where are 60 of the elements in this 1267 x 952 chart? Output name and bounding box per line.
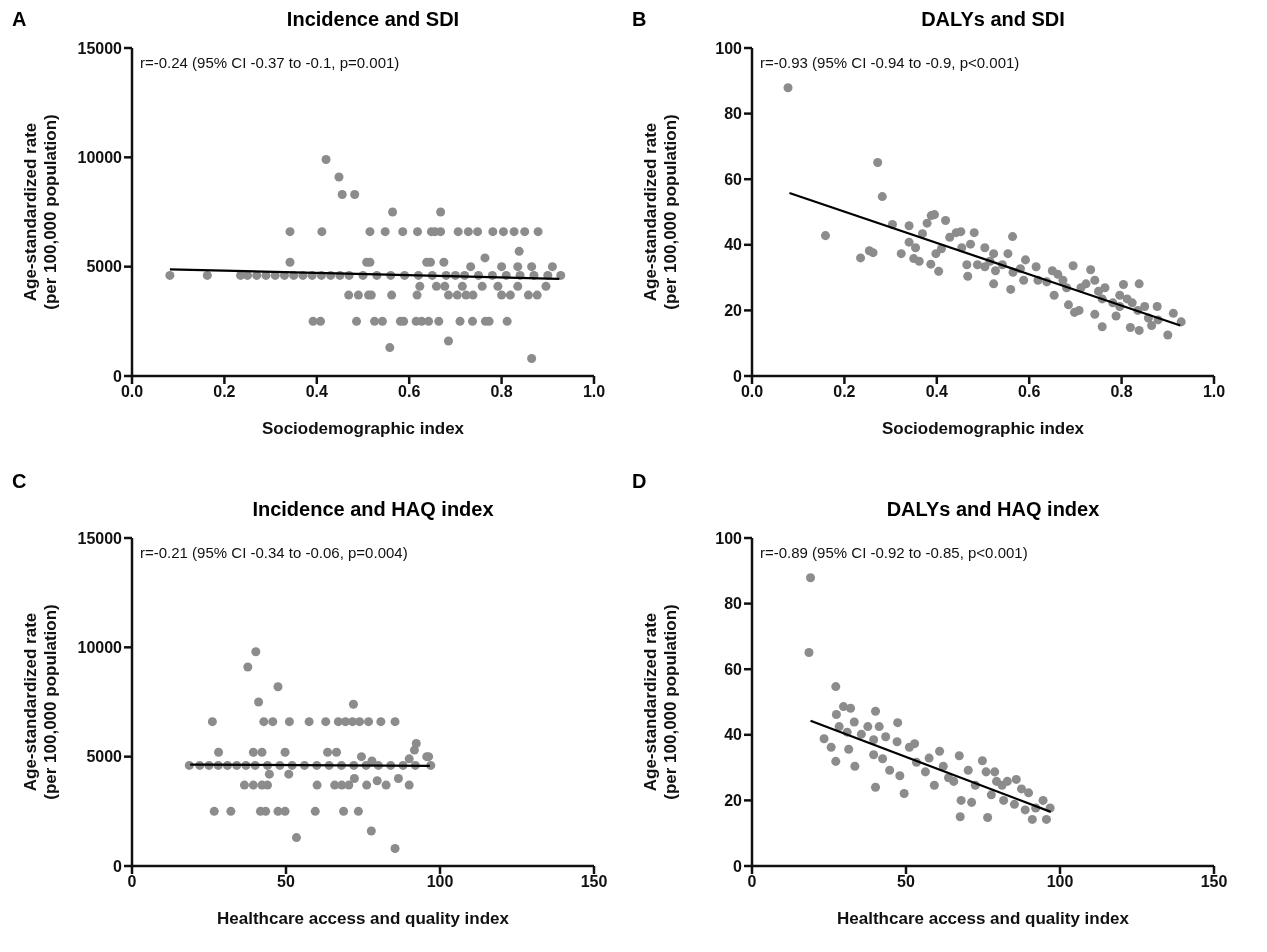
annotation: r=-0.93 (95% CI -0.94 to -0.9, p<0.001) <box>760 54 1020 71</box>
x-axis-title: Healthcare access and quality index <box>837 909 1130 928</box>
y-tick-label: 40 <box>724 726 743 744</box>
y-tick-label: 60 <box>724 660 743 678</box>
x-tick-label: 0 <box>747 873 757 891</box>
y-tick-label: 0 <box>733 857 743 875</box>
y-tick-label: 20 <box>724 792 743 810</box>
x-tick-label: 50 <box>897 873 915 891</box>
y-tick-label: 20 <box>724 302 743 320</box>
chart-title: DALYs and HAQ index <box>886 498 1100 520</box>
annotation: r=-0.89 (95% CI -0.92 to -0.85, p<0.001) <box>760 544 1028 561</box>
y-tick-label: 80 <box>724 595 743 613</box>
y-axis-title: Age-standardized rate (per 100,000 population) <box>641 114 680 310</box>
y-axis-title: Age-standardized rate (per 100,000 population) <box>641 604 680 800</box>
y-axis-title: Age-standardized rate (per 100,000 population) <box>21 604 60 800</box>
x-tick-label: 0.2 <box>833 383 856 401</box>
y-tick-label: 5000 <box>86 748 123 766</box>
x-tick-label: 0.8 <box>1110 383 1133 401</box>
y-tick-label: 0 <box>113 367 123 385</box>
x-tick-label: 1.0 <box>582 383 606 401</box>
text: D <box>632 470 647 493</box>
x-axis-title: Healthcare access and quality index <box>217 909 510 928</box>
x-tick-label: 0.8 <box>490 383 513 401</box>
x-tick-label: 0.4 <box>305 383 329 401</box>
y-tick-label: 10000 <box>77 149 123 167</box>
y-tick-label: 5000 <box>86 258 123 276</box>
y-tick-label: 80 <box>724 105 743 123</box>
y-tick-label: 15000 <box>77 39 123 57</box>
chart-title: Incidence and HAQ index <box>252 498 494 520</box>
text: A <box>12 8 27 31</box>
x-tick-label: 0.2 <box>213 383 236 401</box>
x-tick-label: 150 <box>1200 873 1228 891</box>
x-tick-label: 0.6 <box>398 383 421 401</box>
x-tick-label: 150 <box>580 873 608 891</box>
y-tick-label: 60 <box>724 170 743 188</box>
x-tick-label: 50 <box>277 873 295 891</box>
x-tick-label: 0.4 <box>925 383 949 401</box>
x-tick-label: 1.0 <box>1202 383 1226 401</box>
y-tick-label: 10000 <box>77 639 123 657</box>
y-tick-label: 40 <box>724 236 743 254</box>
y-tick-label: 0 <box>733 367 743 385</box>
text: C <box>12 470 27 493</box>
x-tick-label: 100 <box>1046 873 1074 891</box>
y-tick-label: 0 <box>113 857 123 875</box>
chart-title: Incidence and SDI <box>286 8 460 30</box>
x-axis-title: Sociodemographic index <box>261 419 465 438</box>
y-axis-title: Age-standardized rate (per 100,000 population) <box>21 114 60 310</box>
y-tick-label: 15000 <box>77 529 123 547</box>
x-tick-label: 100 <box>426 873 454 891</box>
x-tick-label: 0.6 <box>1018 383 1041 401</box>
x-tick-label: 0.0 <box>740 383 764 401</box>
y-tick-label: 100 <box>715 529 743 547</box>
x-tick-label: 0 <box>127 873 137 891</box>
chart-title: DALYs and SDI <box>921 8 1065 30</box>
text: B <box>632 8 647 31</box>
annotation: r=-0.24 (95% CI -0.37 to -0.1, p=0.001) <box>140 54 400 71</box>
x-axis-title: Sociodemographic index <box>881 419 1085 438</box>
annotation: r=-0.21 (95% CI -0.34 to -0.06, p=0.004) <box>140 544 408 561</box>
x-tick-label: 0.0 <box>120 383 144 401</box>
y-tick-label: 100 <box>715 39 743 57</box>
